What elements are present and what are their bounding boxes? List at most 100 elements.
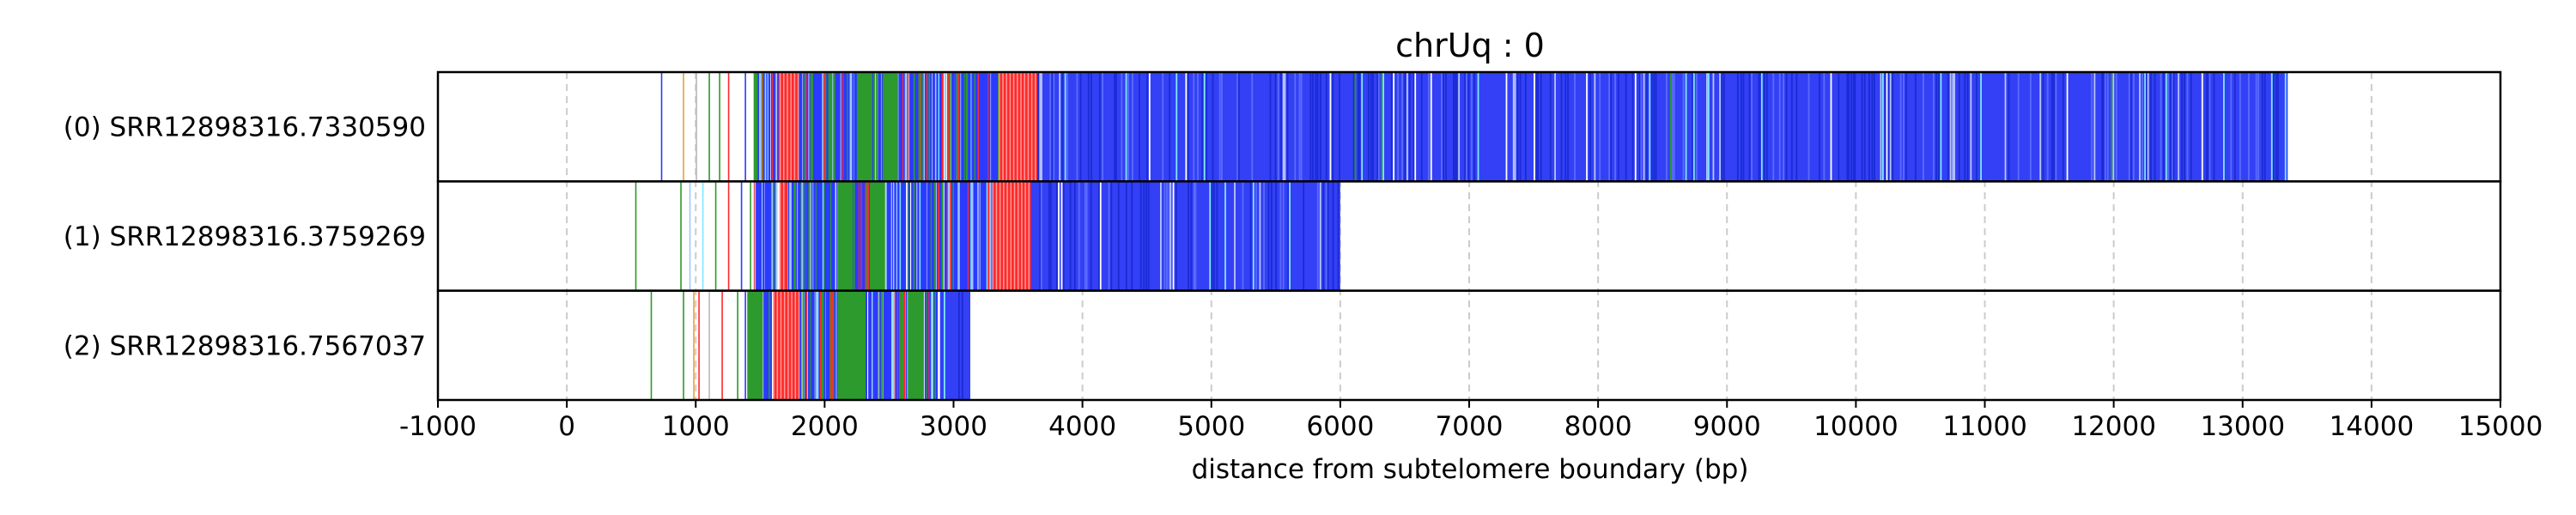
read-segment [1212, 72, 1214, 182]
read-segment [1170, 181, 1172, 291]
read-segment [980, 181, 982, 291]
read-segment [1357, 72, 1359, 182]
read-segment [982, 72, 985, 182]
read-segment [1312, 72, 1314, 182]
row-label: (1) SRR12898316.3759269 [64, 221, 426, 252]
read-segment [905, 290, 908, 400]
read-segment [1211, 181, 1213, 291]
read-segment [1187, 72, 1189, 182]
read-segment [827, 290, 829, 400]
read-segment [1932, 72, 1935, 182]
read-segment [893, 290, 896, 400]
read-segment [1751, 72, 1753, 182]
read-segment [952, 181, 955, 291]
read-segment [1193, 181, 1195, 291]
read-segment [783, 290, 786, 400]
read-segment [928, 290, 931, 400]
read-segment [978, 181, 981, 291]
read-segment [1294, 72, 1297, 182]
read-segment [1381, 72, 1383, 182]
read-segment [966, 181, 969, 291]
read-segment [1554, 72, 1556, 182]
read-segment [1358, 72, 1361, 182]
read-segment [804, 181, 806, 291]
read-segment [1125, 181, 1127, 291]
read-segment [967, 181, 969, 291]
read-segment [1287, 181, 1290, 291]
read-segment [988, 72, 991, 182]
read-segment [1884, 72, 1886, 182]
rows-layer: (0) SRR12898316.7330590 (1) SRR12898316.3… [64, 70, 2502, 402]
read-segment [913, 181, 915, 291]
read-segment [1719, 72, 1721, 182]
read-segment [956, 181, 959, 291]
read-segment [1289, 181, 1291, 291]
read-segment [933, 72, 935, 182]
read-segment [865, 181, 867, 291]
read-segment [873, 72, 876, 182]
read-segment [945, 181, 948, 291]
read-segment [771, 181, 774, 291]
read-segment [1361, 72, 1364, 182]
read-segment [823, 181, 826, 291]
read-segment [766, 290, 769, 400]
read-segment [1020, 72, 1022, 182]
read-segment [1139, 181, 1142, 291]
read-segment [1017, 181, 1019, 291]
read-segment [860, 181, 863, 291]
read-segment [1655, 72, 1657, 182]
read-segment [902, 181, 904, 291]
read-segment [961, 72, 963, 182]
read-segment [769, 181, 772, 291]
x-tick-label: -1000 [399, 411, 477, 442]
read-segment [980, 72, 982, 182]
read-segment [911, 181, 914, 291]
read-segment [768, 72, 771, 182]
read-segment [835, 72, 837, 182]
read-segment [829, 290, 832, 400]
read-segment [1599, 72, 1601, 182]
read-segment [1190, 181, 1193, 291]
read-segment [851, 72, 854, 182]
read-segment [1193, 72, 1195, 182]
read-segment [744, 290, 746, 400]
read-segment [907, 72, 909, 182]
read-segment [1061, 72, 1064, 182]
read-segment [1084, 181, 1086, 291]
read-segment [1146, 72, 1148, 182]
read-segment [984, 181, 987, 291]
read-segment [760, 72, 762, 182]
read-segment [999, 72, 1038, 182]
read-segment [957, 72, 960, 182]
read-segment [971, 181, 974, 291]
read-segment [974, 72, 976, 182]
read-segment [1012, 72, 1015, 182]
read-segment [920, 181, 923, 291]
read-segment [908, 72, 911, 182]
read-segment [1024, 181, 1026, 291]
read-segment [1148, 72, 1151, 182]
read-segment [954, 72, 957, 182]
read-segment [1337, 181, 1340, 291]
read-segment [1282, 181, 1285, 291]
read-segment [933, 181, 935, 291]
read-segment [928, 181, 931, 291]
read-segment [779, 72, 781, 182]
read-segment [888, 290, 890, 400]
read-segment [793, 181, 796, 291]
read-segment [949, 72, 951, 182]
read-segment [1030, 181, 1340, 291]
read-segment [2208, 72, 2211, 182]
read-segment [896, 181, 898, 291]
read-segment [1087, 72, 1090, 182]
read-segment [2223, 72, 2225, 182]
read-segment [1002, 72, 1004, 182]
read-segment [1028, 181, 1030, 291]
read-segment [928, 72, 931, 182]
read-segment [1099, 181, 1102, 291]
read-segment [1453, 72, 1455, 182]
read-segment [1009, 72, 1012, 182]
read-segment [1252, 181, 1255, 291]
read-segment [1143, 181, 1145, 291]
read-segment [865, 290, 868, 400]
